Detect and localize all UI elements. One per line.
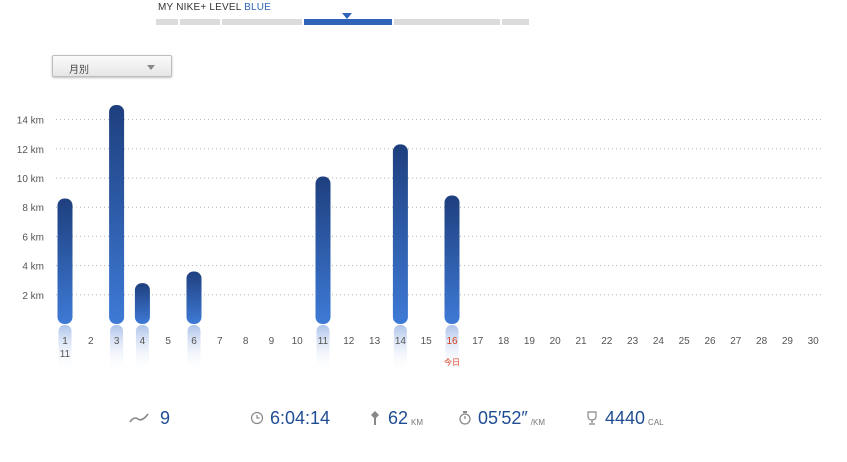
pace-value: 05′52″ [478,407,528,428]
bar [57,198,73,324]
level-segment-current [304,19,392,25]
y-tick-label: 14 km [17,116,44,127]
level-marker-icon [342,13,352,19]
bar [315,176,331,324]
x-tick-label: 8 [243,336,249,347]
y-tick-label: 2 km [22,291,44,302]
bar [109,105,125,324]
x-tick-label: 17 [472,336,484,347]
trophy-icon [585,410,599,426]
distance-value: 62 [388,407,409,428]
pace-stat: 05′52″ /KM [458,400,545,436]
level-label: MY NIKE+ LEVEL BLUE [158,2,271,13]
bar [134,283,150,324]
level-segment [156,19,178,25]
today-label: 今日 [444,357,460,367]
x-tick-label: 29 [782,336,794,347]
x-tick-label: 6 [191,336,197,347]
runs-count: 9 [160,407,171,428]
x-tick-label: 23 [627,336,639,347]
month-label: 11 [60,349,71,360]
level-segment [502,19,529,25]
distance-unit: KM [411,417,424,427]
x-tick-label: 28 [756,336,768,347]
x-tick-label: 13 [369,336,381,347]
x-tick-label: 11 [318,336,329,347]
calories-unit: CAL [648,417,664,427]
pace-unit: /KM [530,417,546,427]
chevron-down-icon [147,65,155,70]
clock-icon [250,411,264,425]
x-tick-label: 3 [114,336,120,347]
x-tick-label: 18 [498,336,510,347]
level-segment [222,19,302,25]
y-tick-label: 6 km [22,232,44,243]
x-tick-label: 4 [140,336,146,347]
level-progress-bar [156,19,529,25]
level-segment [394,19,500,25]
bar-reflection [316,325,330,373]
distance-stat: 62 KM [368,400,423,436]
stopwatch-icon [458,410,472,426]
x-tick-label: 9 [269,336,275,347]
x-tick-label: 16 [446,336,458,347]
x-tick-label: 12 [343,336,355,347]
bar-reflection [135,325,149,373]
runs-stat: 9 [128,400,170,436]
y-tick-label: 12 km [17,145,44,156]
x-tick-label: 10 [292,336,304,347]
x-tick-label: 1 [62,336,68,347]
level-name: BLUE [244,2,272,13]
x-tick-label: 15 [421,336,433,347]
x-tick-label: 30 [808,336,820,347]
x-tick-label: 27 [730,336,742,347]
x-tick-label: 25 [679,336,691,347]
level-segment [180,19,220,25]
x-tick-label: 26 [704,336,716,347]
duration-value: 6:04:14 [270,407,331,428]
bar [444,195,460,324]
x-tick-label: 20 [550,336,562,347]
duration-stat: 6:04:14 [250,400,330,436]
y-tick-label: 8 km [22,203,44,214]
bar-reflection [393,325,407,373]
x-tick-label: 7 [217,336,223,347]
calories-value: 4440 [605,407,646,428]
x-tick-label: 22 [601,336,613,347]
bar-reflection [445,325,459,373]
level-prefix: MY NIKE+ LEVEL [158,2,242,13]
bar-reflection [58,325,72,373]
distance-pin-icon [368,410,382,426]
x-tick-label: 19 [524,336,536,347]
bar-reflection [110,325,124,373]
y-tick-label: 10 km [17,174,44,185]
x-tick-label: 24 [653,336,665,347]
period-dropdown-label: 月別 [69,65,89,76]
x-tick-label: 14 [395,336,407,347]
x-tick-label: 21 [575,336,587,347]
runs-trend-icon [128,411,150,425]
bar-reflection [187,325,201,373]
bar [186,271,202,324]
x-tick-label: 2 [88,336,94,347]
period-dropdown[interactable]: 月別 [52,55,172,77]
x-tick-label: 5 [165,336,171,347]
summary-stats: 9 6:04:14 62 KM 05′52″ /KM 4440 CAL [0,400,847,436]
bar [392,144,408,324]
calories-stat: 4440 CAL [585,400,664,436]
y-tick-label: 4 km [22,262,44,273]
